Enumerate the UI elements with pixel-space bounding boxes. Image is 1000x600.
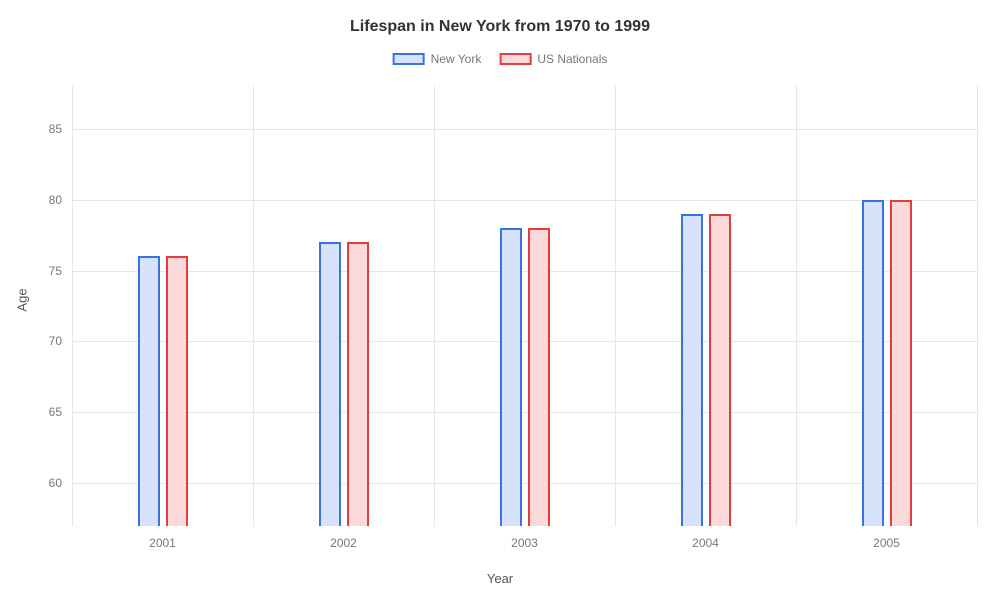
ytick-label: 70: [49, 334, 72, 348]
ytick-label: 65: [49, 405, 72, 419]
bar: [138, 256, 160, 526]
plot-area: 60657075808520012002200320042005: [72, 86, 977, 526]
legend-swatch: [499, 53, 531, 65]
bar: [862, 200, 884, 526]
xtick-label: 2004: [692, 526, 719, 550]
ytick-label: 75: [49, 264, 72, 278]
bar: [319, 242, 341, 526]
bar: [681, 214, 703, 526]
gridline-horizontal: [72, 483, 977, 484]
legend-label: US Nationals: [537, 52, 607, 66]
gridline-horizontal: [72, 412, 977, 413]
xtick-label: 2002: [330, 526, 357, 550]
x-axis-label: Year: [487, 571, 513, 586]
gridline-vertical: [977, 86, 978, 526]
gridline-horizontal: [72, 200, 977, 201]
chart-title: Lifespan in New York from 1970 to 1999: [350, 18, 650, 36]
gridline-horizontal: [72, 341, 977, 342]
y-axis-label: Age: [15, 288, 30, 311]
bar: [500, 228, 522, 526]
legend-swatch: [393, 53, 425, 65]
chart-container: Lifespan in New York from 1970 to 1999 N…: [0, 0, 1000, 600]
bar: [709, 214, 731, 526]
xtick-label: 2001: [149, 526, 176, 550]
gridline-vertical: [434, 86, 435, 526]
legend-label: New York: [431, 52, 482, 66]
ytick-label: 85: [49, 122, 72, 136]
gridline-vertical: [615, 86, 616, 526]
legend-item: US Nationals: [499, 52, 607, 66]
gridline-vertical: [796, 86, 797, 526]
gridline-vertical: [72, 86, 73, 526]
ytick-label: 80: [49, 193, 72, 207]
legend-item: New York: [393, 52, 482, 66]
legend: New York US Nationals: [393, 52, 608, 66]
bar: [347, 242, 369, 526]
gridline-horizontal: [72, 129, 977, 130]
gridline-vertical: [253, 86, 254, 526]
gridline-horizontal: [72, 271, 977, 272]
bar: [528, 228, 550, 526]
bar: [890, 200, 912, 526]
ytick-label: 60: [49, 476, 72, 490]
xtick-label: 2005: [873, 526, 900, 550]
xtick-label: 2003: [511, 526, 538, 550]
bar: [166, 256, 188, 526]
